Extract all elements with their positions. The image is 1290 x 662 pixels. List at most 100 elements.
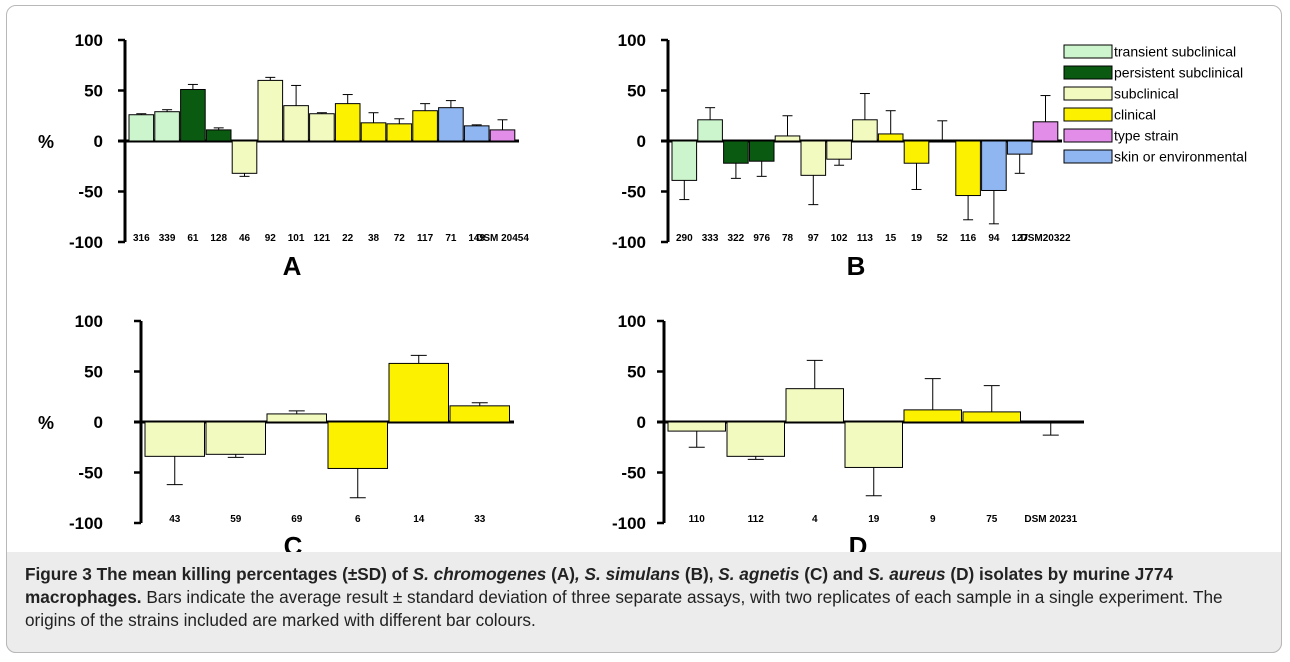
bar <box>929 140 956 143</box>
bar <box>748 140 775 162</box>
category-label: 976 <box>753 233 770 244</box>
y-tick-label: 100 <box>618 312 646 331</box>
y-tick-label: -100 <box>69 233 103 252</box>
category-label: 15 <box>885 233 897 244</box>
bar <box>154 111 180 142</box>
bar <box>128 114 155 142</box>
category-label: DSM20322 <box>1020 233 1070 244</box>
bar <box>266 413 327 423</box>
panel-label: A <box>283 251 302 281</box>
bar <box>785 388 844 423</box>
category-label: 101 <box>288 233 305 244</box>
category-label: 333 <box>702 233 719 244</box>
category-label: 117 <box>417 233 434 244</box>
legend-swatch <box>1063 44 1113 59</box>
bar <box>800 140 827 176</box>
legend-item: transient subclinical <box>1063 44 1236 60</box>
bar <box>309 113 335 142</box>
category-label: 52 <box>937 233 949 244</box>
legend-item: clinical <box>1063 107 1156 123</box>
bar <box>205 421 266 455</box>
category-label: 128 <box>210 233 227 244</box>
bar <box>903 140 930 164</box>
legend-label: persistent subclinical <box>1114 65 1243 81</box>
legend-label: clinical <box>1114 107 1156 123</box>
y-tick-label: 50 <box>627 82 646 101</box>
bar <box>334 103 361 142</box>
chart-panel-b: 100 50 0 -50 -100 290 333 322 976 78 97 102 113 15 19 5… <box>612 31 1071 281</box>
y-tick-label: 100 <box>75 31 103 50</box>
bar <box>388 362 449 423</box>
category-label: 116 <box>960 233 977 244</box>
category-label: 33 <box>474 514 486 525</box>
category-label: 72 <box>394 233 406 244</box>
legend-swatch <box>1063 128 1113 143</box>
category-label: 127 <box>1011 233 1028 244</box>
category-label: 112 <box>748 514 765 525</box>
category-label: 149 <box>468 233 485 244</box>
category-label: 22 <box>342 233 354 244</box>
category-label: 4 <box>812 514 818 525</box>
category-label: 6 <box>355 514 361 525</box>
bar <box>231 140 258 174</box>
bar <box>697 119 723 142</box>
category-label: 43 <box>169 514 181 525</box>
bar <box>412 110 438 142</box>
legend-item: persistent subclinical <box>1063 65 1243 81</box>
category-label: 69 <box>291 514 303 525</box>
bar <box>774 135 801 142</box>
category-label: 339 <box>159 233 176 244</box>
bar <box>489 129 516 142</box>
y-tick-label: 0 <box>637 132 646 151</box>
category-label: 102 <box>831 233 848 244</box>
legend-swatch <box>1063 86 1113 101</box>
legend-label: type strain <box>1114 128 1179 144</box>
bar <box>360 122 387 142</box>
y-tick-label: 50 <box>627 363 646 382</box>
category-label: 19 <box>911 233 923 244</box>
category-label: 75 <box>986 514 998 525</box>
y-axis-label: % <box>38 132 54 152</box>
category-label: 38 <box>368 233 380 244</box>
caption-body: Bars indicate the average result ± stand… <box>25 587 1223 630</box>
y-tick-label: -50 <box>621 183 646 202</box>
bar <box>826 140 852 160</box>
category-label: 14 <box>413 514 425 525</box>
bar <box>955 140 981 197</box>
y-tick-label: 50 <box>84 363 103 382</box>
bar <box>1032 121 1059 142</box>
legend-label: subclinical <box>1114 86 1179 102</box>
y-tick-label: 0 <box>637 413 646 432</box>
category-label: 322 <box>728 233 745 244</box>
y-tick-label: -50 <box>78 464 103 483</box>
bar <box>981 140 1007 191</box>
y-tick-label: -100 <box>612 514 646 533</box>
panel-label: B <box>847 251 866 281</box>
legend: transient subclinical persistent subclini… <box>1063 44 1247 165</box>
legend-swatch <box>1063 65 1113 80</box>
legend-label: transient subclinical <box>1114 44 1236 60</box>
category-label: DSM 20454 <box>476 233 529 244</box>
bar <box>257 79 284 142</box>
bar <box>283 105 309 142</box>
y-tick-label: 50 <box>84 82 103 101</box>
chart-panel-c: 100 50 0 -50 -100% 43 59 69 6 14 33 C <box>38 312 514 552</box>
category-label: 19 <box>868 514 880 525</box>
bar <box>1021 421 1080 424</box>
y-tick-label: 100 <box>618 31 646 50</box>
bar <box>671 140 698 181</box>
y-axis-label: % <box>38 413 54 433</box>
legend-item: type strain <box>1063 128 1179 144</box>
y-tick-label: 0 <box>94 132 103 151</box>
category-label: 113 <box>857 233 874 244</box>
y-tick-label: -50 <box>621 464 646 483</box>
panel-label: C <box>284 531 303 552</box>
bar <box>844 421 903 468</box>
bar <box>180 88 206 142</box>
legend-label: skin or environmental <box>1114 149 1247 165</box>
category-label: 46 <box>239 233 251 244</box>
category-label: 97 <box>808 233 820 244</box>
legend-swatch <box>1063 107 1113 122</box>
bar <box>852 119 878 142</box>
bar <box>327 421 388 469</box>
